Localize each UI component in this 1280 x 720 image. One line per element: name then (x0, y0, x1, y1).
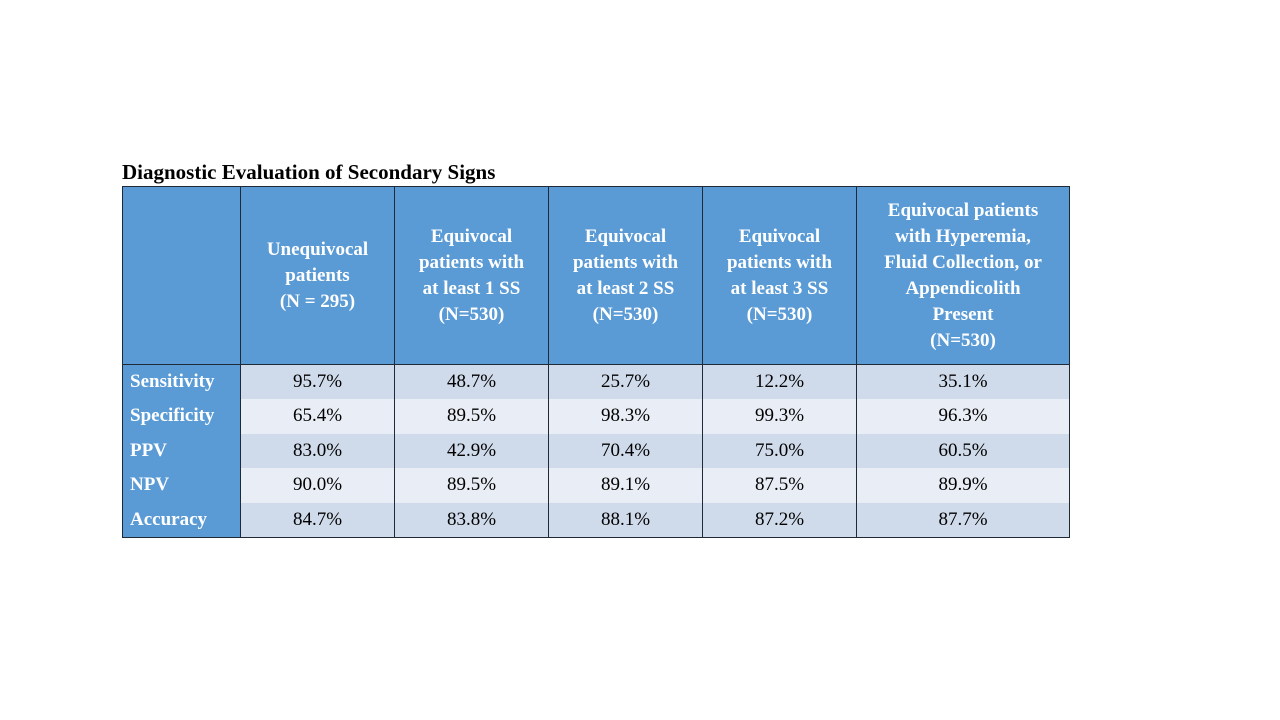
table-cell: 60.5% (856, 433, 1070, 468)
table-cell: 42.9% (394, 433, 549, 468)
table-cell: 89.1% (548, 468, 703, 503)
table-cell: 25.7% (548, 364, 703, 399)
column-header-line: Equivocal (430, 225, 513, 247)
column-header-line: at least 3 SS (730, 277, 829, 299)
column-header-at-least-1-ss: Equivocal patients with at least 1 SS (N… (394, 186, 549, 365)
column-header-line: patients with (726, 251, 833, 273)
column-header-line: (N=530) (438, 303, 505, 325)
column-header-line: Equivocal patients (887, 199, 1039, 221)
table-cell: 90.0% (240, 468, 395, 503)
column-header-line: at least 2 SS (576, 277, 675, 299)
column-header-line: (N=530) (930, 329, 996, 351)
table-cell: 83.0% (240, 433, 395, 468)
table-cell: 88.1% (548, 502, 703, 538)
table-title: Diagnostic Evaluation of Secondary Signs (122, 160, 496, 184)
row-label: PPV (122, 433, 241, 468)
table-cell: 35.1% (856, 364, 1070, 399)
table-cell: 65.4% (240, 399, 395, 434)
header-corner-cell (122, 186, 241, 365)
row-label: Sensitivity (122, 364, 241, 399)
column-header-line: (N=530) (592, 303, 659, 325)
column-header-line: at least 1 SS (422, 277, 521, 299)
table-cell: 99.3% (702, 399, 857, 434)
column-header-line: patients (285, 264, 350, 286)
table-cell: 70.4% (548, 433, 703, 468)
column-header-line: Equivocal (738, 225, 821, 247)
table-cell: 48.7% (394, 364, 549, 399)
column-header-line: patients with (418, 251, 525, 273)
column-header-at-least-2-ss: Equivocal patients with at least 2 SS (N… (548, 186, 703, 365)
column-header-line: Present (932, 303, 994, 325)
table-cell: 87.5% (702, 468, 857, 503)
header-row: Unequivocal patients (N = 295) Equivocal… (122, 186, 1070, 365)
row-label: Accuracy (122, 502, 241, 538)
table-row-specificity: Specificity 65.4% 89.5% 98.3% 99.3% 96.3… (122, 399, 1070, 434)
table-cell: 87.2% (702, 502, 857, 538)
table-cell: 12.2% (702, 364, 857, 399)
table-cell: 95.7% (240, 364, 395, 399)
table-cell: 98.3% (548, 399, 703, 434)
column-header-line: (N = 295) (279, 290, 356, 312)
table-row-ppv: PPV 83.0% 42.9% 70.4% 75.0% 60.5% (122, 433, 1070, 468)
table-row-accuracy: Accuracy 84.7% 83.8% 88.1% 87.2% 87.7% (122, 502, 1070, 538)
column-header-hyperemia-fluid-appendicolith: Equivocal patients with Hyperemia, Fluid… (856, 186, 1070, 365)
table-cell: 96.3% (856, 399, 1070, 434)
row-label: Specificity (122, 399, 241, 434)
column-header-line: Equivocal (584, 225, 667, 247)
column-header-line: Unequivocal (266, 238, 369, 260)
column-header-line: with Hyperemia, (895, 225, 1031, 247)
table-row-npv: NPV 90.0% 89.5% 89.1% 87.5% 89.9% (122, 468, 1070, 503)
table-cell: 87.7% (856, 502, 1070, 538)
row-label: NPV (122, 468, 241, 503)
table-cell: 83.8% (394, 502, 549, 538)
table-cell: 75.0% (702, 433, 857, 468)
column-header-line: Appendicolith (905, 277, 1021, 299)
table-cell: 89.9% (856, 468, 1070, 503)
column-header-unequivocal: Unequivocal patients (N = 295) (240, 186, 395, 365)
table-row-sensitivity: Sensitivity 95.7% 48.7% 25.7% 12.2% 35.1… (122, 364, 1070, 399)
column-header-line: Fluid Collection, or (884, 251, 1042, 273)
column-header-line: (N=530) (746, 303, 813, 325)
table-cell: 89.5% (394, 399, 549, 434)
column-header-at-least-3-ss: Equivocal patients with at least 3 SS (N… (702, 186, 857, 365)
table-cell: 89.5% (394, 468, 549, 503)
diagnostic-evaluation-table: Unequivocal patients (N = 295) Equivocal… (122, 186, 1070, 538)
table-cell: 84.7% (240, 502, 395, 538)
column-header-line: patients with (572, 251, 679, 273)
